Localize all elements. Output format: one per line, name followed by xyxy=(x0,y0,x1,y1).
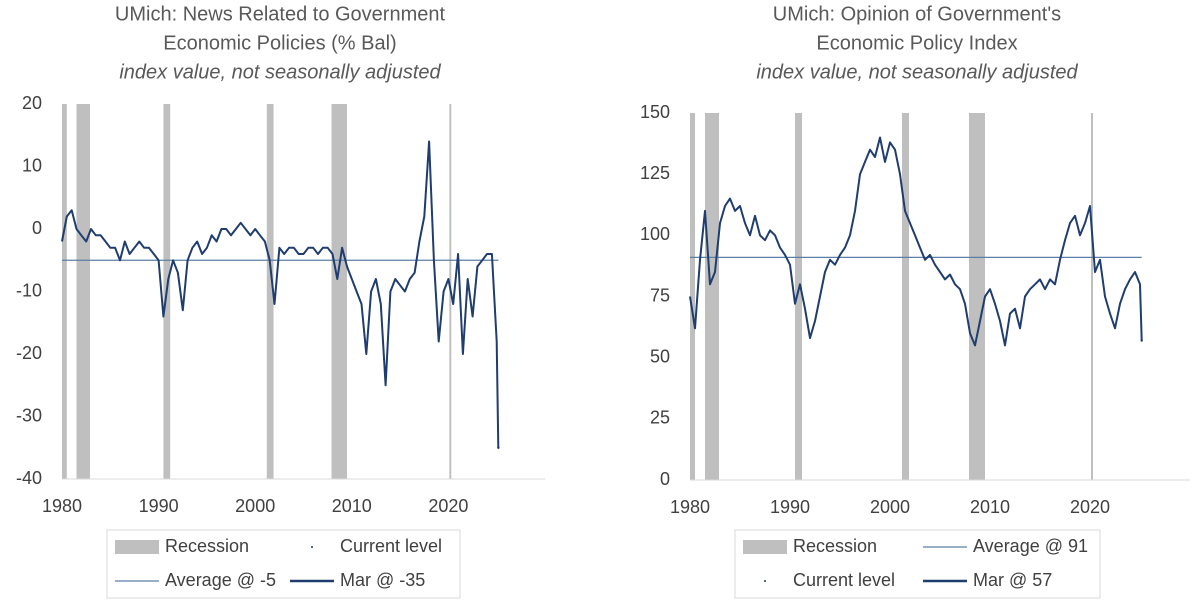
y-tick-label: 10 xyxy=(22,155,42,175)
legend-swatch xyxy=(764,580,766,582)
y-tick-label: 25 xyxy=(650,408,670,428)
y-tick-label: 20 xyxy=(22,93,42,113)
series-line xyxy=(689,136,1143,347)
y-tick-label: 50 xyxy=(650,346,670,366)
chart-title: UMich: News Related to Government xyxy=(115,3,446,25)
chart: UMich: News Related to Government Economi… xyxy=(16,3,545,599)
x-tick-label: 2010 xyxy=(332,496,372,516)
recession-band xyxy=(331,104,347,479)
x-tick-label: 2020 xyxy=(1070,497,1110,517)
chart: UMich: Opinion of Government's Economic P… xyxy=(640,3,1190,599)
legend-label: Recession xyxy=(165,536,249,556)
y-tick-label: 0 xyxy=(32,218,42,238)
chart-title: UMich: Opinion of Government's xyxy=(773,3,1061,25)
y-tick-label: 100 xyxy=(640,224,670,244)
legend-box xyxy=(106,529,461,599)
y-tick-label: 150 xyxy=(640,102,670,122)
legend-label: Average @ 91 xyxy=(973,536,1088,556)
recession-band xyxy=(690,113,695,480)
x-tick-label: 2010 xyxy=(970,497,1010,517)
chart-subtitle: index value, not seasonally adjusted xyxy=(756,61,1078,83)
chart-subtitle: index value, not seasonally adjusted xyxy=(119,61,441,83)
y-tick-label: 75 xyxy=(650,285,670,305)
x-tick-label: 2000 xyxy=(235,496,275,516)
chart-title: Economic Policy Index xyxy=(816,32,1017,54)
legend-label: Mar @ -35 xyxy=(340,570,425,590)
recession-band xyxy=(266,104,274,479)
legend-label: Current level xyxy=(793,570,895,590)
x-tick-label: 1990 xyxy=(139,496,179,516)
legend-swatch xyxy=(311,546,313,548)
x-tick-label: 1990 xyxy=(770,497,810,517)
x-tick-label: 2000 xyxy=(870,497,910,517)
y-tick-label: 0 xyxy=(660,469,670,489)
y-tick-label: 125 xyxy=(640,163,670,183)
y-tick-label: -40 xyxy=(16,468,42,488)
recession-band xyxy=(1091,113,1093,480)
legend-swatch xyxy=(743,540,787,554)
recession-band xyxy=(62,104,67,479)
chart-title: Economic Policies (% Bal) xyxy=(163,32,396,54)
x-tick-label: 2020 xyxy=(428,496,468,516)
y-tick-label: -10 xyxy=(16,280,42,300)
legend-swatch xyxy=(115,540,159,554)
recession-band xyxy=(76,104,91,479)
recession-band xyxy=(969,113,985,480)
y-tick-label: -20 xyxy=(16,343,42,363)
legend-label: Average @ -5 xyxy=(165,570,276,590)
legend-box xyxy=(734,529,1101,599)
legend-label: Current level xyxy=(340,536,442,556)
legend-label: Mar @ 57 xyxy=(973,570,1052,590)
recession-band xyxy=(795,113,802,480)
recession-band xyxy=(902,113,909,480)
x-tick-label: 1980 xyxy=(670,497,710,517)
recession-band xyxy=(705,113,719,480)
x-tick-label: 1980 xyxy=(42,496,82,516)
y-tick-label: -30 xyxy=(16,405,42,425)
legend-label: Recession xyxy=(793,536,877,556)
series-line xyxy=(61,140,500,448)
